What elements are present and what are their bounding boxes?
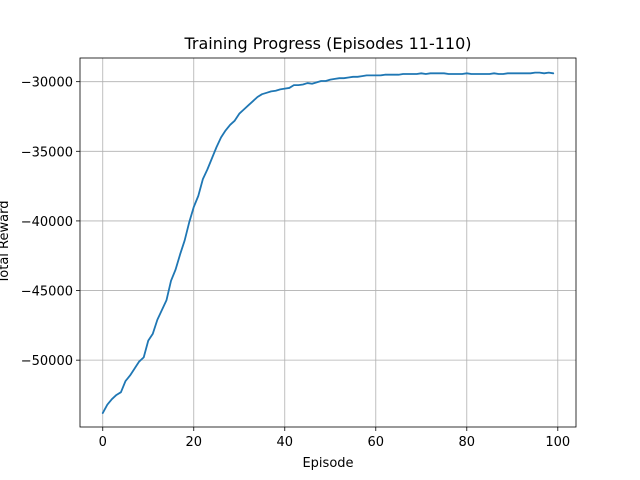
x-tick-label: 40 [276,435,293,450]
y-tick-label: −40000 [21,215,73,230]
y-tick-label: −30000 [21,76,73,91]
x-tick-label: 20 [185,435,202,450]
x-tick-label: 0 [99,435,107,450]
grid [80,58,576,427]
plot-frame [79,57,577,428]
x-tick-label: 60 [368,435,385,450]
x-tick-label: 100 [545,435,570,450]
ticks: 0 20 40 60 80 100 −50000 −45000 −40000 −35000 −300… [21,76,570,450]
series-layer [101,71,555,414]
y-tick-label: −45000 [21,285,73,300]
y-tick-label: −50000 [21,354,73,369]
x-tick-label: 80 [459,435,476,450]
series-line [101,71,555,414]
chart-title: Training Progress (Episodes 11-110) [184,34,472,53]
y-axis-label: Total Reward [0,201,12,285]
y-tick-label: −35000 [21,145,73,160]
x-axis-label: Episode [302,456,353,471]
